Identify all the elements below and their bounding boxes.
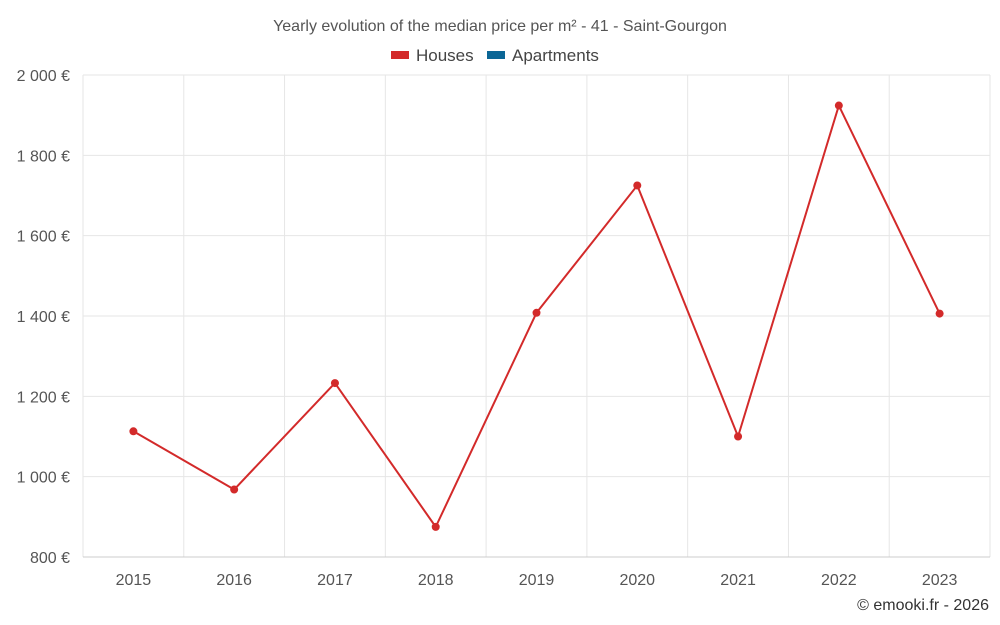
series (129, 101, 944, 531)
data-point-houses-2017[interactable] (330, 379, 339, 388)
x-tick-label: 2018 (418, 572, 454, 589)
x-tick-label: 2019 (519, 572, 555, 589)
legend-swatch-apartments (487, 51, 505, 59)
legend-item-apartments[interactable]: Apartments (487, 46, 599, 65)
data-point-houses-2023[interactable] (935, 309, 944, 318)
x-tick-label: 2020 (619, 572, 655, 589)
y-tick-label: 2 000 € (17, 68, 70, 85)
y-axis-labels: 800 € 1 000 € 1 200 € 1 400 € 1 600 € 1 800 €… (17, 68, 70, 567)
data-point-houses-2015[interactable] (129, 427, 138, 436)
data-point-houses-2022[interactable] (834, 101, 843, 110)
y-tick-label: 1 800 € (17, 148, 70, 165)
y-tick-label: 1 400 € (17, 309, 70, 326)
y-tick-label: 1 000 € (17, 470, 70, 487)
credit-text: © emooki.fr - 2026 (857, 597, 989, 614)
legend-label-houses: Houses (416, 46, 474, 65)
grid (82, 74, 991, 557)
y-tick-label: 1 600 € (17, 229, 70, 246)
x-tick-label: 2016 (216, 572, 252, 589)
x-tick-label: 2017 (317, 572, 353, 589)
data-point-houses-2019[interactable] (532, 308, 541, 317)
x-tick-label: 2022 (821, 572, 857, 589)
legend-swatch-houses (391, 51, 409, 59)
y-tick-label: 800 € (30, 550, 70, 567)
data-point-houses-2020[interactable] (633, 181, 642, 190)
chart-title: Yearly evolution of the median price per… (273, 18, 727, 35)
data-point-houses-2018[interactable] (431, 522, 440, 531)
x-tick-label: 2015 (116, 572, 152, 589)
data-point-houses-2021[interactable] (734, 432, 743, 441)
y-tick-label: 1 200 € (17, 389, 70, 406)
x-tick-label: 2021 (720, 572, 756, 589)
data-point-houses-2016[interactable] (230, 485, 239, 494)
legend: Houses Apartments (391, 46, 599, 65)
legend-item-houses[interactable]: Houses (391, 46, 474, 65)
x-axis-labels: 2015 2016 2017 2018 2019 2020 2021 2022 2023 (116, 572, 958, 589)
x-tick-label: 2023 (922, 572, 958, 589)
legend-label-apartments: Apartments (512, 46, 599, 65)
